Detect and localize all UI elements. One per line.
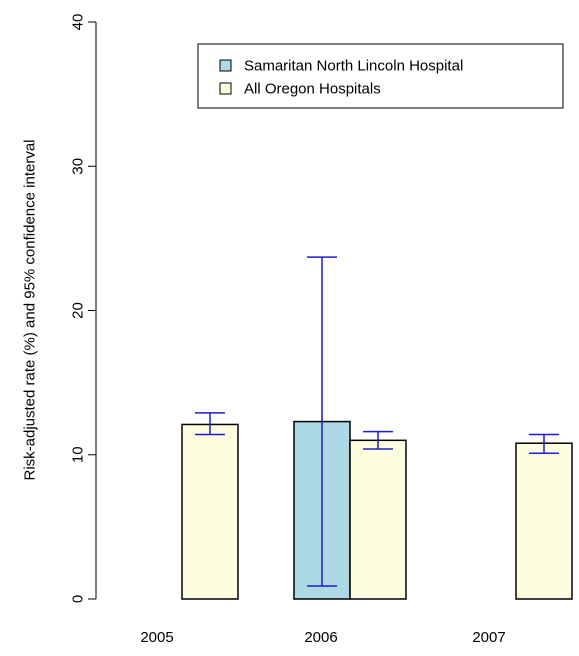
y-axis: 0 10 20 30 40 <box>70 14 97 603</box>
bar-oregon-2005 <box>181 423 239 600</box>
bar-oregon-2006 <box>349 439 407 600</box>
y-tick-label: 40 <box>70 14 87 31</box>
bar-oregon-2007 <box>515 442 573 600</box>
error-bar-oregon-2007 <box>529 433 559 455</box>
x-tick-label: 2007 <box>472 629 505 646</box>
y-tick-label: 20 <box>70 302 87 319</box>
y-tick-label: 0 <box>70 595 87 603</box>
legend: Samaritan North Lincoln Hospital All Oreg… <box>197 43 564 109</box>
error-bar-oregon-2005 <box>195 412 225 436</box>
bars <box>181 420 573 600</box>
x-axis: 2005 2006 2007 <box>140 629 505 646</box>
legend-swatch <box>219 82 232 95</box>
error-bars <box>195 256 559 587</box>
y-tick-label: 30 <box>70 158 87 175</box>
legend-swatch <box>219 59 232 72</box>
error-bar-samaritan-2006 <box>307 256 337 587</box>
legend-label: Samaritan North Lincoln Hospital <box>244 58 463 75</box>
legend-label: All Oregon Hospitals <box>244 81 381 98</box>
legend-box <box>197 43 564 109</box>
x-tick-label: 2006 <box>304 629 337 646</box>
y-axis-title: Risk-adjusted rate (%) and 95% confidenc… <box>22 139 39 480</box>
y-tick-label: 10 <box>70 446 87 463</box>
error-bar-oregon-2006 <box>363 430 393 450</box>
x-tick-label: 2005 <box>140 629 173 646</box>
